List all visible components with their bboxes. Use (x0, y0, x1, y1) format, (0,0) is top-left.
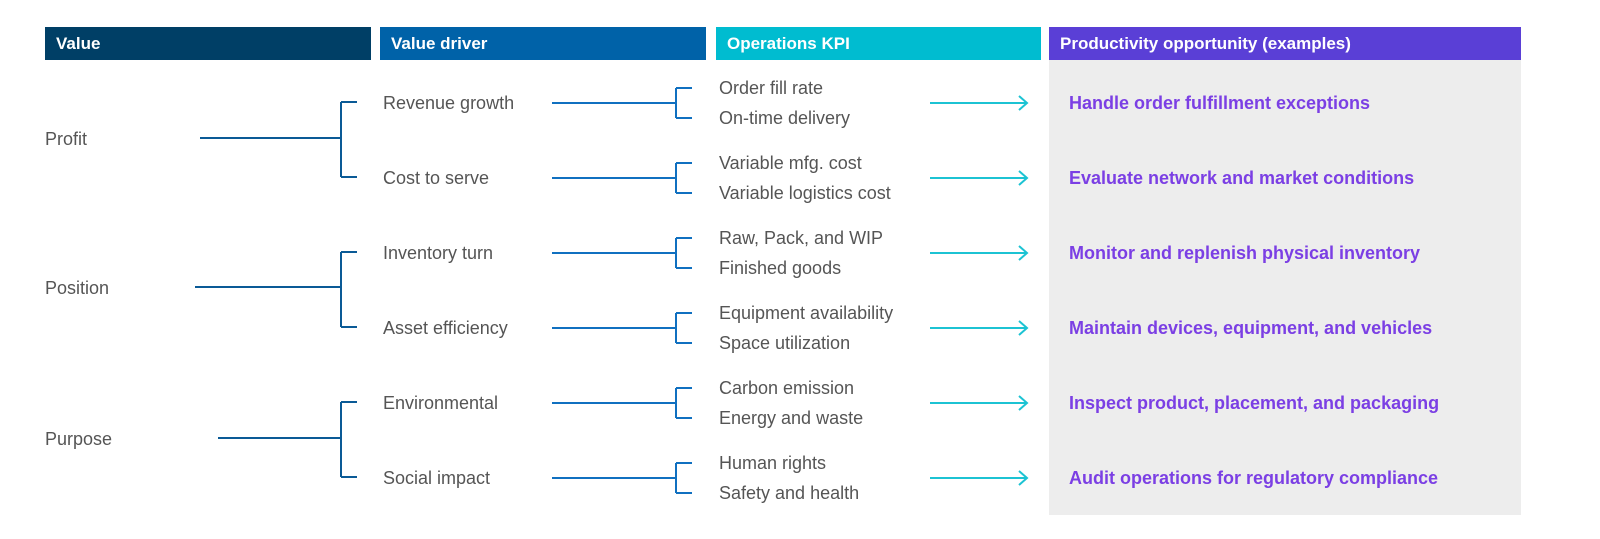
value-driver-label: Environmental (383, 393, 499, 413)
productivity-opportunity: Audit operations for regulatory complian… (1069, 468, 1439, 488)
productivity-opportunity: Handle order fulfillment exceptions (1069, 93, 1371, 113)
value-label: Profit (45, 129, 88, 149)
arrow-head-icon (1018, 95, 1029, 111)
arrow-head-icon (1018, 320, 1029, 336)
opportunity-panel (1049, 60, 1521, 515)
productivity-opportunity: Maintain devices, equipment, and vehicle… (1069, 318, 1433, 338)
header-value: Value (45, 27, 371, 60)
kpi-label: Safety and health (719, 483, 860, 503)
value-driver-label: Cost to serve (383, 168, 490, 188)
arrow-head-icon (1018, 395, 1029, 411)
kpi-label: Energy and waste (719, 408, 864, 428)
arrow-head-icon (1018, 470, 1029, 486)
kpi-label: Equipment availability (719, 303, 894, 323)
value-driver-label: Asset efficiency (383, 318, 508, 338)
header-productivity-opportunity: Productivity opportunity (examples) (1049, 27, 1521, 60)
kpi-label: Finished goods (719, 258, 842, 278)
productivity-opportunity: Monitor and replenish physical inventory (1069, 243, 1421, 263)
kpi-label: Variable logistics cost (719, 183, 891, 203)
header-value-driver: Value driver (380, 27, 706, 60)
value-label: Purpose (45, 429, 113, 449)
arrow-head-icon (1018, 170, 1029, 186)
kpi-label: Human rights (719, 453, 827, 473)
value-driver-label: Revenue growth (383, 93, 515, 113)
value-driver-label: Social impact (383, 468, 491, 488)
kpi-label: Carbon emission (719, 378, 855, 398)
header-operations-kpi: Operations KPI (716, 27, 1041, 60)
kpi-label: Variable mfg. cost (719, 153, 862, 173)
productivity-opportunity: Evaluate network and market conditions (1069, 168, 1415, 188)
arrow-head-icon (1018, 245, 1029, 261)
value-label: Position (45, 278, 110, 298)
productivity-opportunity: Inspect product, placement, and packagin… (1069, 393, 1440, 413)
kpi-label: On-time delivery (719, 108, 851, 128)
kpi-label: Order fill rate (719, 78, 824, 98)
value-driver-label: Inventory turn (383, 243, 494, 263)
kpi-label: Raw, Pack, and WIP (719, 228, 884, 248)
kpi-label: Space utilization (719, 333, 851, 353)
